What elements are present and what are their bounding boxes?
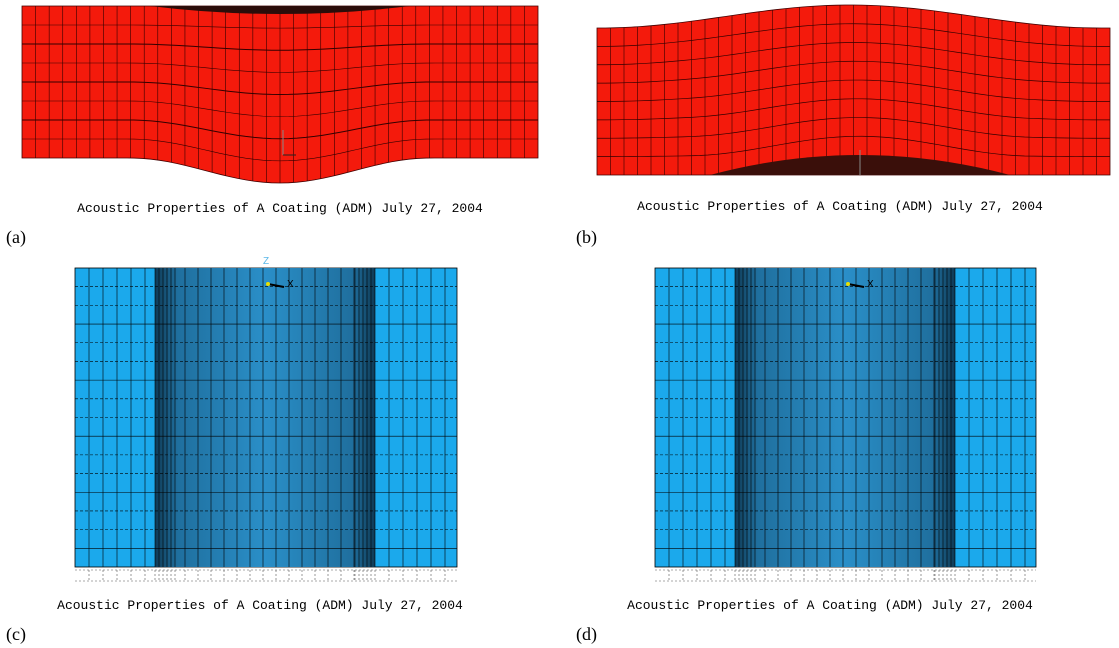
axis-triad [266,282,270,286]
panel-label: (c) [6,624,26,645]
caption: Acoustic Properties of A Coating (ADM) J… [637,199,1043,214]
axis-triad [846,282,850,286]
axis-label: X [287,279,294,290]
caption: Acoustic Properties of A Coating (ADM) J… [627,598,1033,613]
panel-label: (a) [6,227,26,248]
caption: Acoustic Properties of A Coating (ADM) J… [77,201,483,216]
panel-label: (b) [576,227,597,248]
panel-label: (d) [576,624,597,645]
meshes [22,5,1110,581]
axis-label: Z [263,256,269,267]
figure: Acoustic Properties of A Coating (ADM) J… [0,0,1119,648]
caption: Acoustic Properties of A Coating (ADM) J… [57,598,463,613]
axis-label: X [867,279,874,290]
